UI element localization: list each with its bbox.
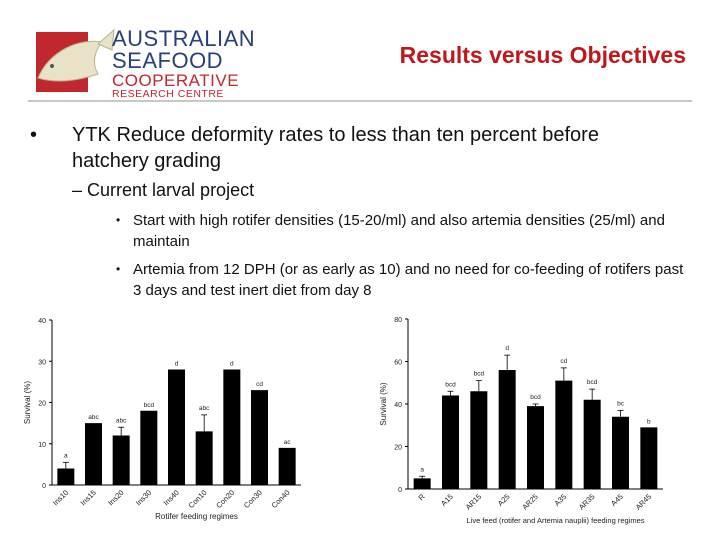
bar	[57, 468, 75, 485]
significance-label: bcd	[144, 402, 155, 409]
x-tick-label: Ins10	[51, 488, 70, 507]
x-tick-label: A45	[609, 492, 625, 508]
significance-label: bc	[617, 400, 625, 407]
significance-label: a	[420, 466, 424, 473]
bar	[413, 478, 431, 489]
bar	[112, 435, 130, 485]
bar	[85, 423, 102, 485]
y-axis-label: Survival (%)	[379, 382, 388, 425]
significance-label: abc	[116, 417, 127, 424]
x-tick-label: Ins15	[79, 488, 98, 507]
y-axis-label: Survival (%)	[23, 381, 32, 424]
significance-label: b	[647, 418, 651, 425]
bullet-level3-text: Artemia from 12 DPH (or as early as 10) …	[133, 261, 684, 299]
x-axis-label: Rotifer feeding regimes	[155, 512, 238, 521]
x-tick-label: AR35	[577, 492, 597, 512]
x-tick-label: Ins20	[106, 488, 125, 507]
x-tick-label: Ins30	[134, 488, 153, 507]
significance-label: bcd	[445, 381, 456, 388]
bar	[140, 410, 158, 485]
x-tick-label: Con30	[242, 488, 264, 510]
x-tick-label: R	[416, 492, 427, 503]
y-tick-label: 30	[38, 359, 46, 366]
significance-label: abc	[88, 414, 99, 421]
x-tick-label: A25	[496, 492, 512, 508]
bullet-level3-text: Start with high rotifer densities (15-20…	[133, 212, 665, 250]
x-tick-label: Con10	[187, 488, 209, 510]
page-title: Results versus Objectives	[399, 42, 686, 68]
bullet-dot-icon: •	[116, 262, 121, 276]
header-divider	[28, 100, 692, 102]
bar	[640, 427, 658, 489]
bar	[498, 370, 516, 489]
bar	[527, 406, 544, 489]
x-tick-label: AR15	[464, 492, 484, 512]
bar	[251, 390, 268, 485]
bar	[168, 369, 185, 485]
significance-label: a	[64, 452, 68, 459]
logo-line-1: AUSTRALIAN	[112, 26, 256, 51]
logo-line-2: SEAFOOD	[112, 48, 224, 73]
significance-label: bcd	[530, 394, 541, 401]
x-tick-label: A35	[552, 492, 568, 508]
logo-text: AUSTRALIAN SEAFOOD COOPERATIVE RESEARCH …	[112, 28, 255, 100]
bar	[223, 369, 241, 485]
bar	[195, 431, 213, 485]
x-tick-label: AR45	[634, 492, 654, 512]
x-tick-label: AR25	[520, 492, 540, 512]
y-tick-label: 60	[394, 360, 402, 367]
y-tick-label: 20	[38, 401, 46, 408]
x-tick-label: Con40	[270, 488, 292, 510]
dash-icon: –	[72, 180, 88, 200]
bar	[278, 447, 296, 485]
significance-label: d	[505, 345, 509, 352]
y-tick-label: 40	[394, 402, 402, 409]
bar	[612, 416, 629, 489]
bar	[555, 380, 573, 489]
significance-label: d	[175, 361, 179, 368]
chart-rotifer-survival: 0 10 20 30 40 Survival (%) a Ins10 abc Ins15 abc In…	[23, 318, 301, 521]
bar	[470, 391, 488, 489]
x-tick-label: Con20	[214, 488, 236, 510]
logo-line-3: COOPERATIVE	[112, 71, 240, 90]
y-tick-label: 40	[38, 318, 46, 325]
significance-label: bcd	[587, 379, 598, 386]
y-tick-label: 20	[394, 445, 402, 452]
significance-label: d	[230, 361, 234, 368]
significance-label: bcd	[474, 371, 485, 378]
x-tick-label: Ins40	[162, 488, 181, 507]
bullet-level2: – Current larval project	[72, 180, 254, 201]
bar	[442, 395, 459, 489]
significance-label: abc	[199, 405, 210, 412]
x-tick-label: A15	[439, 492, 455, 508]
bullet-dot-icon: •	[116, 213, 121, 227]
bullet-dot-icon: •	[30, 124, 38, 146]
significance-label: ac	[284, 439, 292, 446]
logo: AUSTRALIAN SEAFOOD COOPERATIVE RESEARCH …	[28, 20, 255, 110]
bar	[583, 399, 601, 489]
y-tick-label: 10	[38, 442, 46, 449]
y-tick-label: 80	[394, 317, 402, 324]
significance-label: cd	[256, 381, 263, 388]
bullet-level1-text: YTK Reduce deformity rates to less than …	[72, 124, 599, 172]
y-tick-label: 0	[42, 483, 46, 490]
fish-logo-icon	[36, 28, 115, 92]
bullet-level2-text: Current larval project	[87, 180, 255, 200]
significance-label: cd	[560, 358, 567, 365]
logo-line-4: RESEARCH CENTRE	[112, 88, 224, 100]
y-tick-label: 0	[398, 487, 402, 494]
x-axis-label: Live feed (rotifer and Artemia nauplii) …	[466, 516, 644, 525]
